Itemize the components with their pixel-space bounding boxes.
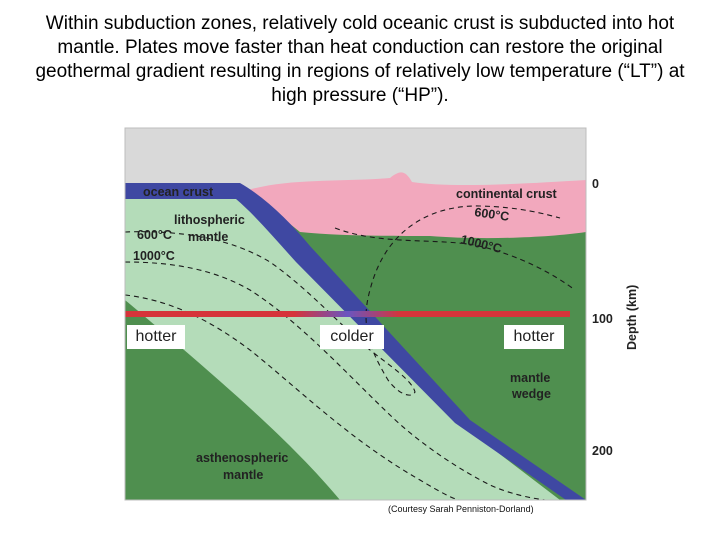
label-mantle-wedge-1: mantle — [510, 371, 550, 385]
depth-tick-0: 0 — [592, 177, 599, 191]
label-lithospheric-2: mantle — [188, 230, 228, 244]
box-colder: colder — [320, 325, 384, 349]
temperature-profile-line — [125, 311, 570, 317]
image-credit: (Courtesy Sarah Penniston-Dorland) — [388, 504, 534, 514]
continental-crust-region — [248, 172, 586, 239]
lithospheric-mantle-region — [125, 198, 560, 500]
isotherm-1000-right — [334, 227, 576, 291]
label-mantle-wedge-2: wedge — [511, 387, 551, 401]
depth-axis-title: Depth (km) — [625, 285, 639, 350]
depth-tick-100: 100 — [592, 312, 613, 326]
box-hotter-right: hotter — [504, 325, 564, 349]
isotherm-label-1000-left: 1000°C — [133, 249, 175, 263]
isotherm-label-600-right: 600°C — [474, 205, 510, 224]
isotherm-600-left — [125, 205, 561, 396]
caption: Within subduction zones, relatively cold… — [35, 13, 685, 106]
ocean-crust-slab — [125, 183, 586, 500]
box-hotter-left: hotter — [127, 325, 185, 349]
depth-tick-200: 200 — [592, 444, 613, 458]
label-lithospheric-1: lithospheric — [174, 213, 245, 227]
label-ocean-crust: ocean crust — [143, 185, 214, 199]
label-asthenospheric-2: mantle — [223, 468, 263, 482]
isotherm-label-600-left: 600°C — [137, 228, 172, 242]
label-continental-crust: continental crust — [456, 187, 558, 201]
isotherm-1000-left — [125, 261, 546, 500]
label-asthenospheric-1: asthenospheric — [196, 451, 288, 465]
